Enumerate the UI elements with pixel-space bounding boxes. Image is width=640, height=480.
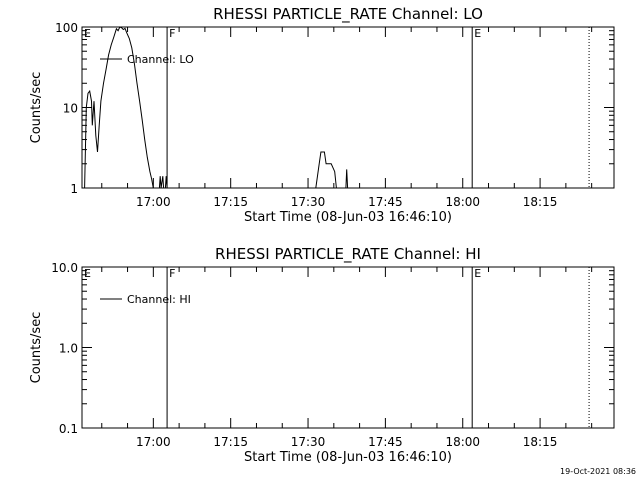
footer-timestamp: 19-Oct-2021 08:36 [560, 467, 636, 476]
x-tick-label: 17:00 [136, 195, 171, 209]
x-tick-label: 17:15 [213, 435, 248, 449]
y-axis-label: Counts/sec [29, 72, 44, 144]
plot-frame [81, 26, 615, 189]
x-tick-label: 17:15 [213, 195, 248, 209]
time-marker-label: F [169, 27, 175, 40]
y-tick-label: 10.0 [51, 261, 78, 275]
time-marker-label: E [474, 27, 481, 40]
x-axis-label: Start Time (08-Jun-03 16:46:10) [244, 210, 452, 225]
time-marker-label: E [84, 267, 91, 280]
legend-label: Channel: HI [127, 293, 191, 306]
y-tick-label: 1 [70, 182, 78, 196]
x-axis-label: Start Time (08-Jun-03 16:46:10) [244, 450, 452, 465]
x-tick-label: 17:00 [136, 435, 171, 449]
chart-panel-2: RHESSI PARTICLE_RATE Channel: HI Start Ti… [29, 245, 615, 465]
y-tick-label: 10 [63, 102, 78, 116]
chart-title: RHESSI PARTICLE_RATE Channel: HI [215, 245, 481, 264]
legend-label: Channel: LO [127, 53, 194, 66]
time-marker-label: F [169, 267, 175, 280]
y-tick-label: 100 [55, 21, 78, 35]
x-tick-label: 18:00 [445, 435, 480, 449]
y-tick-label: 0.1 [59, 422, 78, 436]
x-tick-label: 17:30 [291, 435, 326, 449]
x-tick-label: 18:15 [523, 195, 558, 209]
chart-title: RHESSI PARTICLE_RATE Channel: LO [213, 5, 483, 24]
x-tick-label: 18:15 [523, 435, 558, 449]
time-marker-label: E [84, 27, 91, 40]
series-line-segment [158, 176, 165, 189]
x-tick-label: 17:45 [368, 195, 403, 209]
time-marker-label: E [474, 267, 481, 280]
y-tick-label: 1.0 [59, 342, 78, 356]
x-tick-label: 17:30 [291, 195, 326, 209]
x-tick-label: 18:00 [445, 195, 480, 209]
series-line-segment [345, 169, 349, 189]
y-axis-label: Counts/sec [29, 312, 44, 384]
x-tick-label: 17:45 [368, 435, 403, 449]
chart-panel-1: RHESSI PARTICLE_RATE Channel: LO Start Ti… [29, 5, 615, 225]
plot-frame [81, 266, 615, 429]
series-line-segment [82, 26, 154, 189]
series-line-segment [315, 151, 337, 189]
series-line-segment [164, 176, 168, 189]
